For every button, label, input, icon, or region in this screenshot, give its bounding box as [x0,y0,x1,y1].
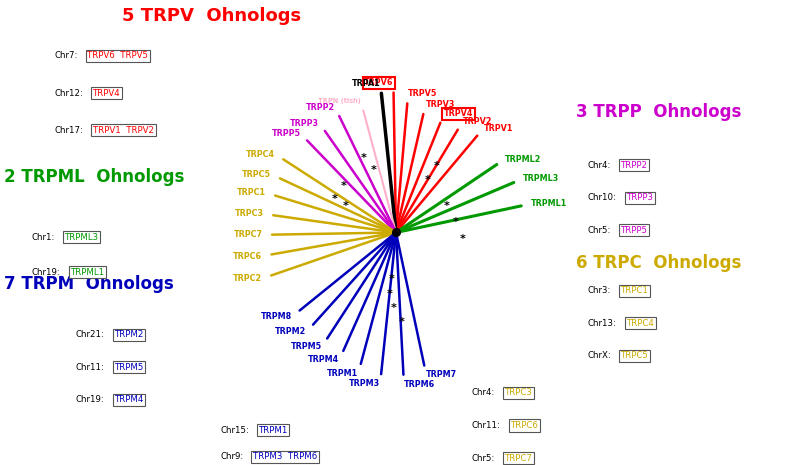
Text: Chr1:: Chr1: [32,232,55,242]
Text: TRPM4: TRPM4 [308,355,339,364]
Text: Chr5:: Chr5: [472,453,495,463]
Text: *: * [331,194,338,204]
Text: Chr4:: Chr4: [588,160,611,170]
Text: TRPC1: TRPC1 [237,188,266,197]
Text: TRPC5: TRPC5 [242,170,271,179]
Text: TRPM4: TRPM4 [114,395,144,405]
Text: Chr3:: Chr3: [588,286,611,295]
Text: *: * [443,201,450,212]
Text: *: * [342,200,349,211]
Text: *: * [434,161,440,171]
Text: TRPV2: TRPV2 [462,117,492,126]
Text: TRPML1: TRPML1 [530,199,567,208]
Text: 2 TRPML  Ohnologs: 2 TRPML Ohnologs [4,168,184,186]
Text: TRPP2: TRPP2 [621,160,648,170]
Text: TRPC5: TRPC5 [621,351,649,360]
Text: TRPV3: TRPV3 [426,100,455,109]
Text: 5 TRPV  Ohnologs: 5 TRPV Ohnologs [122,7,302,25]
Text: Chr19:: Chr19: [76,395,105,405]
Text: TRPC3: TRPC3 [234,209,264,219]
Text: TRPP2: TRPP2 [306,103,335,112]
Text: *: * [453,217,459,227]
Text: TRPV4: TRPV4 [444,109,474,118]
Text: *: * [361,153,367,163]
Text: TRPC7: TRPC7 [234,230,262,239]
Text: TRPV1: TRPV1 [483,124,513,133]
Text: 7 TRPM  Ohnologs: 7 TRPM Ohnologs [4,275,174,292]
Text: *: * [388,274,394,284]
Text: TRPC1: TRPC1 [621,286,649,295]
Text: TRPML1: TRPML1 [70,267,105,277]
Text: *: * [386,289,393,299]
Text: Chr21:: Chr21: [76,330,105,339]
Text: Chr15:: Chr15: [220,425,249,435]
Text: TRPP5: TRPP5 [621,226,648,235]
Text: TRPV6: TRPV6 [364,79,394,87]
Text: TRPC7: TRPC7 [505,453,533,463]
Text: TRPM5: TRPM5 [291,342,322,351]
Text: TRPP5: TRPP5 [271,129,301,138]
Text: TRPML2: TRPML2 [505,155,541,164]
Text: TRPM7: TRPM7 [426,371,458,379]
Text: TRPM1: TRPM1 [327,369,358,378]
Text: TRPC3: TRPC3 [505,388,533,398]
Text: Chr17:: Chr17: [54,126,83,135]
Text: Chr4:: Chr4: [472,388,495,398]
Text: TRPV1  TRPV2: TRPV1 TRPV2 [93,126,154,135]
Text: Chr11:: Chr11: [76,363,105,372]
Text: *: * [398,317,405,327]
Text: 6 TRPC  Ohnologs: 6 TRPC Ohnologs [576,254,742,272]
Text: ChrX:: ChrX: [588,351,612,360]
Text: 3 TRPP  Ohnologs: 3 TRPP Ohnologs [576,103,742,120]
Text: TRPM1: TRPM1 [258,425,288,435]
Text: Chr12:: Chr12: [54,88,83,98]
Text: Chr11:: Chr11: [472,421,501,430]
Text: *: * [459,233,466,244]
Text: TRPA1: TRPA1 [352,79,380,88]
Text: Chr10:: Chr10: [588,193,617,202]
Text: TRPV6  TRPV5: TRPV6 TRPV5 [87,51,148,60]
Text: *: * [341,181,347,191]
Text: TRPM6: TRPM6 [404,380,435,389]
Text: TRPV4: TRPV4 [93,88,121,98]
Text: TRPML3: TRPML3 [522,174,559,183]
Text: TRPM5: TRPM5 [114,363,144,372]
Text: TRPC6: TRPC6 [233,252,262,260]
Text: TRPM2: TRPM2 [275,327,306,336]
Text: TRPC2: TRPC2 [233,274,262,283]
Text: TRPC6: TRPC6 [510,421,538,430]
Text: *: * [370,165,377,175]
Text: *: * [390,303,397,313]
Text: TRPML3: TRPML3 [65,232,99,242]
Text: TRPM2: TRPM2 [114,330,144,339]
Text: Chr5:: Chr5: [588,226,611,235]
Text: Chr13:: Chr13: [588,319,617,328]
Text: TRPM3  TRPM6: TRPM3 TRPM6 [253,452,317,461]
Text: Chr7:: Chr7: [54,51,78,60]
Text: Chr19:: Chr19: [32,267,61,277]
Text: TRPP3: TRPP3 [290,119,319,127]
Text: TRPP3: TRPP3 [626,193,654,202]
Text: TRPC4: TRPC4 [626,319,654,328]
Text: TRPV5: TRPV5 [408,89,438,98]
Text: *: * [425,175,431,185]
Text: TRPM8: TRPM8 [261,312,292,321]
Text: Chr9:: Chr9: [220,452,243,461]
Text: TRPN (tish): TRPN (tish) [318,98,361,104]
Text: TRPM3: TRPM3 [349,379,380,388]
Text: TRPC4: TRPC4 [246,150,275,159]
